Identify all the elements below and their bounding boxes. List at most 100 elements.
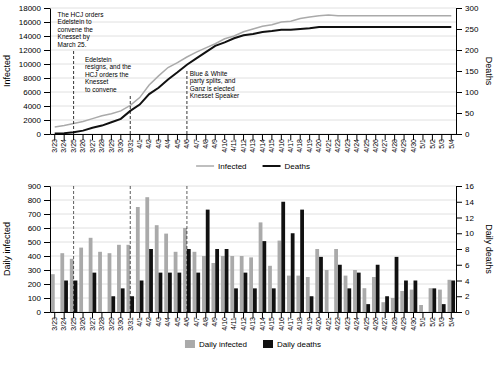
tick-label: 3/27 [89, 139, 96, 153]
line [55, 27, 452, 134]
tick-label: 4/28 [391, 317, 398, 331]
tick-label: 5/4 [448, 317, 455, 327]
tick-label: 3/23 [51, 139, 58, 153]
tick-label: 50 [465, 109, 474, 118]
tick-label: 3/24 [60, 139, 67, 153]
bar [319, 257, 323, 312]
tick: 500 [28, 238, 50, 247]
tick-mark [456, 312, 462, 313]
tick: 4/3 [155, 312, 162, 327]
bar [244, 273, 248, 312]
tick-label: 4/12 [240, 139, 247, 153]
tick-label: 4/4 [164, 317, 171, 327]
grid-line [50, 36, 456, 37]
legend-item: Deaths [263, 162, 310, 171]
tick-mark [456, 249, 462, 250]
bar [410, 290, 414, 312]
tick: 4/17 [287, 312, 294, 331]
tick-label: 3/27 [89, 317, 96, 331]
tick: 200 [28, 280, 50, 289]
bar [211, 263, 215, 312]
annotation-line-text: to convene [85, 86, 117, 93]
tick: 4/24 [353, 134, 360, 153]
tick-label: 4/29 [400, 317, 407, 331]
tick-label: 3/31 [126, 317, 133, 331]
bar [442, 304, 446, 312]
grid-line [50, 242, 456, 243]
tick: 4/23 [344, 312, 351, 331]
tick: 4/11 [230, 134, 237, 152]
tick: 4/13 [249, 134, 256, 153]
tick-mark [456, 134, 462, 135]
annotation-line-text: HCJ orders the [85, 71, 129, 78]
panel: 3/233/243/253/263/273/283/293/303/314/14… [2, 4, 494, 171]
axis-line [50, 187, 51, 313]
bar [206, 210, 210, 312]
tick-mark [456, 29, 462, 30]
tick-label: 3/28 [98, 139, 105, 153]
bar [347, 288, 351, 312]
bar [234, 288, 238, 312]
tick: 4/9 [211, 312, 218, 327]
tick: 4/11 [230, 312, 237, 330]
bar-series [51, 197, 451, 312]
bar [193, 252, 197, 312]
bar [366, 304, 370, 312]
tick: 0 [37, 130, 50, 139]
tick-label: 16 [465, 182, 474, 191]
tick-label: 5/2 [429, 317, 436, 327]
tick: 4/19 [306, 312, 313, 331]
tick: 4/28 [391, 312, 398, 331]
grid-line [50, 228, 456, 229]
tick: 4000 [23, 102, 50, 111]
tick: 3/30 [117, 312, 124, 331]
bar [164, 234, 168, 312]
bar [334, 249, 338, 312]
bar [419, 305, 423, 312]
tick: 200 [456, 46, 479, 55]
legend-label: Daily deaths [277, 340, 321, 349]
annotation: Edelsteinresigns, and theHCJ orders theK… [85, 56, 132, 93]
tick-label: 0 [37, 308, 42, 317]
tick: 4/8 [202, 312, 209, 327]
tick: 0 [456, 308, 470, 317]
tick: 5/2 [429, 312, 436, 327]
tick-label: 4/13 [249, 317, 256, 331]
tick: 8000 [23, 74, 50, 83]
annotation-line-text: The HCJ orders [58, 11, 105, 18]
tick-label: 4/25 [363, 139, 370, 153]
tick-mark [456, 113, 462, 114]
tick-label: 2000 [23, 116, 41, 125]
tick: 4/23 [344, 134, 351, 153]
tick-label: 4/17 [287, 139, 294, 153]
tick-label: 4/22 [334, 317, 341, 331]
bar [83, 312, 87, 313]
tick: 4/25 [363, 312, 370, 331]
tick-label: 4 [465, 277, 470, 286]
tick-label: 3/30 [117, 317, 124, 331]
bar [64, 281, 68, 313]
tick: 3/27 [89, 312, 96, 331]
bar [136, 207, 140, 312]
annotation-line-text: Edelstein to [58, 18, 92, 25]
bar [325, 270, 329, 312]
tick-mark [456, 186, 462, 187]
tick-label: 4/30 [410, 317, 417, 331]
tick-label: 3/29 [108, 139, 115, 153]
bar [376, 265, 380, 312]
tick: 4/2 [145, 134, 152, 149]
y-axis: 0200040006000800010000120001400016000180… [19, 4, 51, 139]
bar [111, 296, 115, 312]
tick-label: 3/26 [79, 317, 86, 331]
tick-label: 4/13 [249, 139, 256, 153]
tick-mark [44, 8, 50, 9]
bar [177, 273, 181, 312]
tick: 4/26 [372, 312, 379, 331]
tick: 4/16 [278, 134, 285, 153]
bar [225, 249, 229, 312]
tick-label: 3/25 [70, 317, 77, 331]
grid-line [50, 8, 456, 9]
event-line [186, 186, 187, 312]
legend-swatch [263, 165, 281, 167]
annotation-line-text: convene the [58, 26, 94, 33]
